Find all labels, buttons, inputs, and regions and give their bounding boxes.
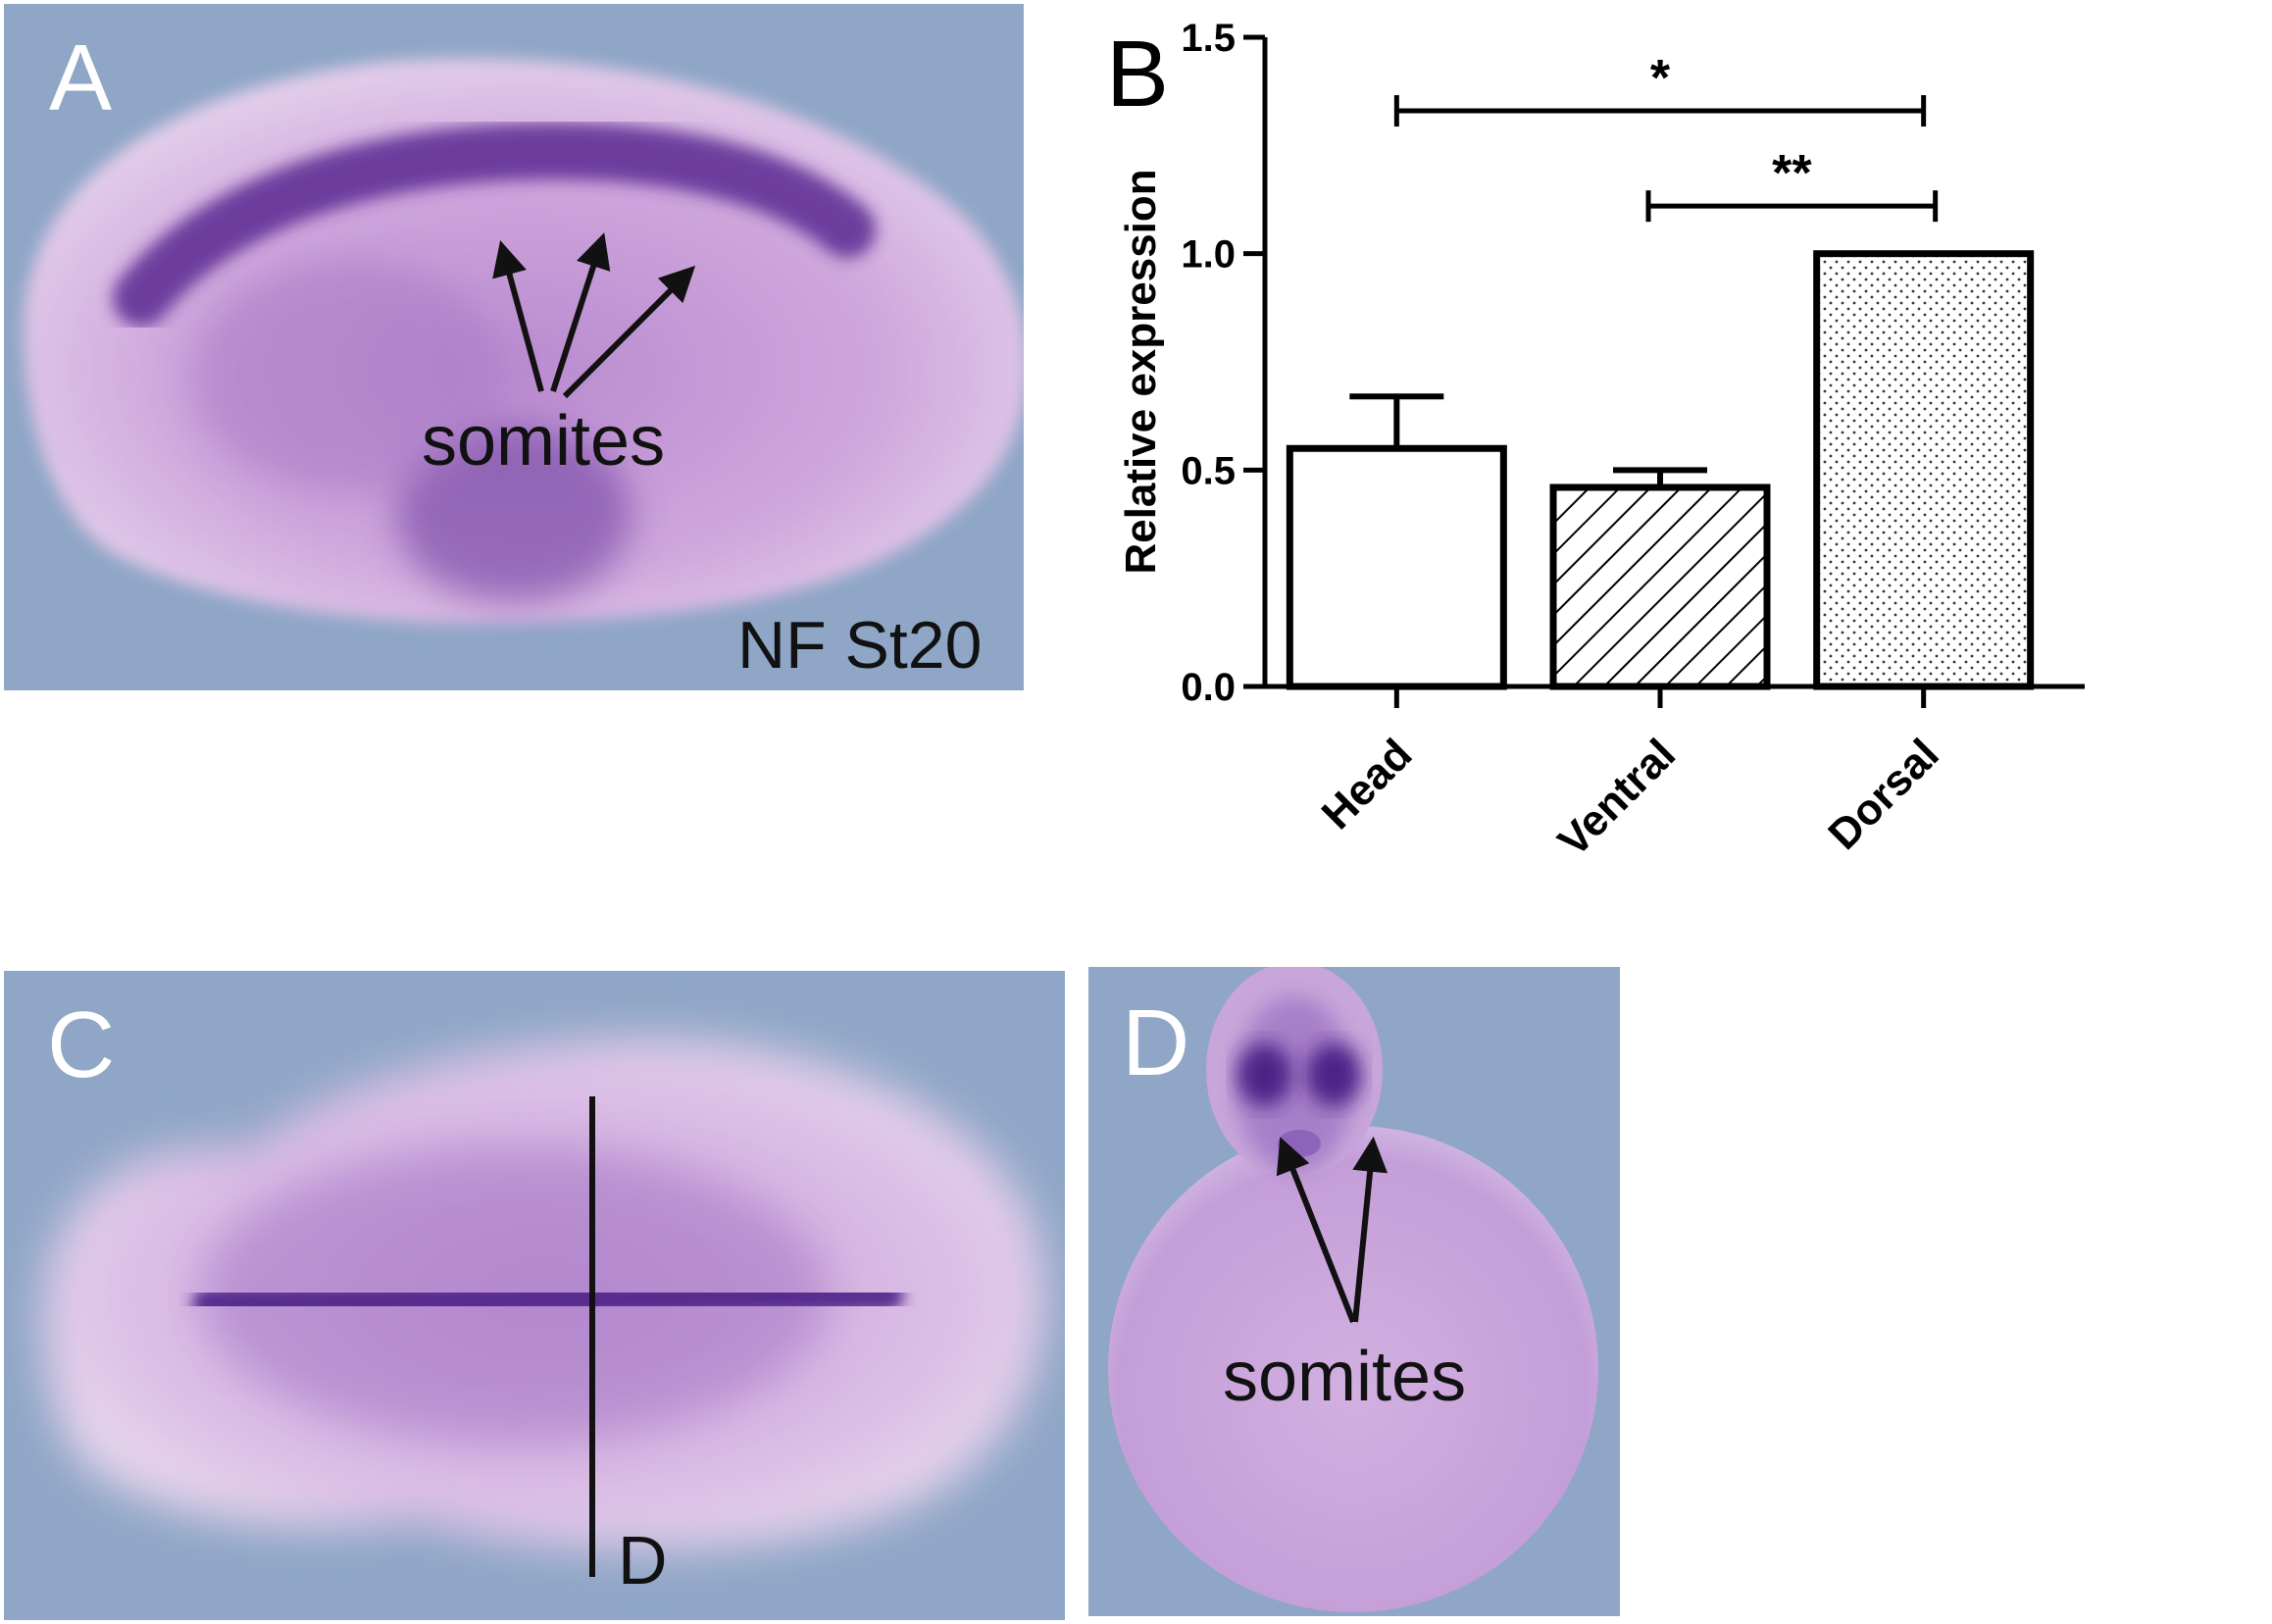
panel-c-letter: C	[47, 992, 116, 1097]
panel-a: A somites NF St20	[4, 4, 1024, 690]
panel-a-arrows	[492, 232, 696, 399]
panel-b-letter: B	[1106, 22, 1170, 127]
panel-a-letter: A	[49, 25, 113, 130]
panel-c: C D	[4, 971, 1065, 1620]
x-tick-label-ventral: Ventral	[1549, 730, 1685, 865]
significance-label: *	[1650, 50, 1671, 107]
x-tick-label-dorsal: Dorsal	[1819, 730, 1947, 858]
significance-bracket: **	[1645, 145, 1939, 223]
panel-a-embryo-image	[4, 4, 1024, 690]
panel-d-somites-label: somites	[1223, 1338, 1467, 1416]
bar-chart: 0.0 0.5 1.0 1.5 Relative expression Head Ventr…	[1117, 17, 2085, 866]
panel-d: D somites	[1088, 967, 1620, 1616]
panel-d-embryo-image	[1088, 967, 1620, 1616]
bar-dorsal	[1813, 250, 2035, 690]
significance-bracket: *	[1393, 50, 1927, 127]
panel-c-embryo-image	[4, 971, 1065, 1620]
y-tick-label: 0.5	[1181, 449, 1236, 492]
significance-label: **	[1772, 145, 1812, 202]
panel-c-section-label: D	[618, 1522, 668, 1599]
panel-d-letter: D	[1122, 990, 1190, 1095]
panel-b: B 0.0 0.5 1.0 1.5 Relative expression Head Ven…	[1069, 0, 2272, 902]
bar-head	[1286, 444, 1507, 690]
panel-a-somites-label: somites	[422, 402, 666, 481]
x-tick-label-head: Head	[1313, 730, 1422, 838]
y-tick-label: 1.5	[1181, 17, 1236, 60]
y-axis-label: Relative expression	[1117, 169, 1165, 574]
bar-ventral	[1549, 483, 1771, 690]
panel-a-stage-label: NF St20	[737, 608, 983, 683]
panel-d-arrows	[1276, 1136, 1388, 1324]
y-tick-label: 1.0	[1181, 233, 1236, 277]
y-tick-label: 0.0	[1181, 666, 1236, 709]
